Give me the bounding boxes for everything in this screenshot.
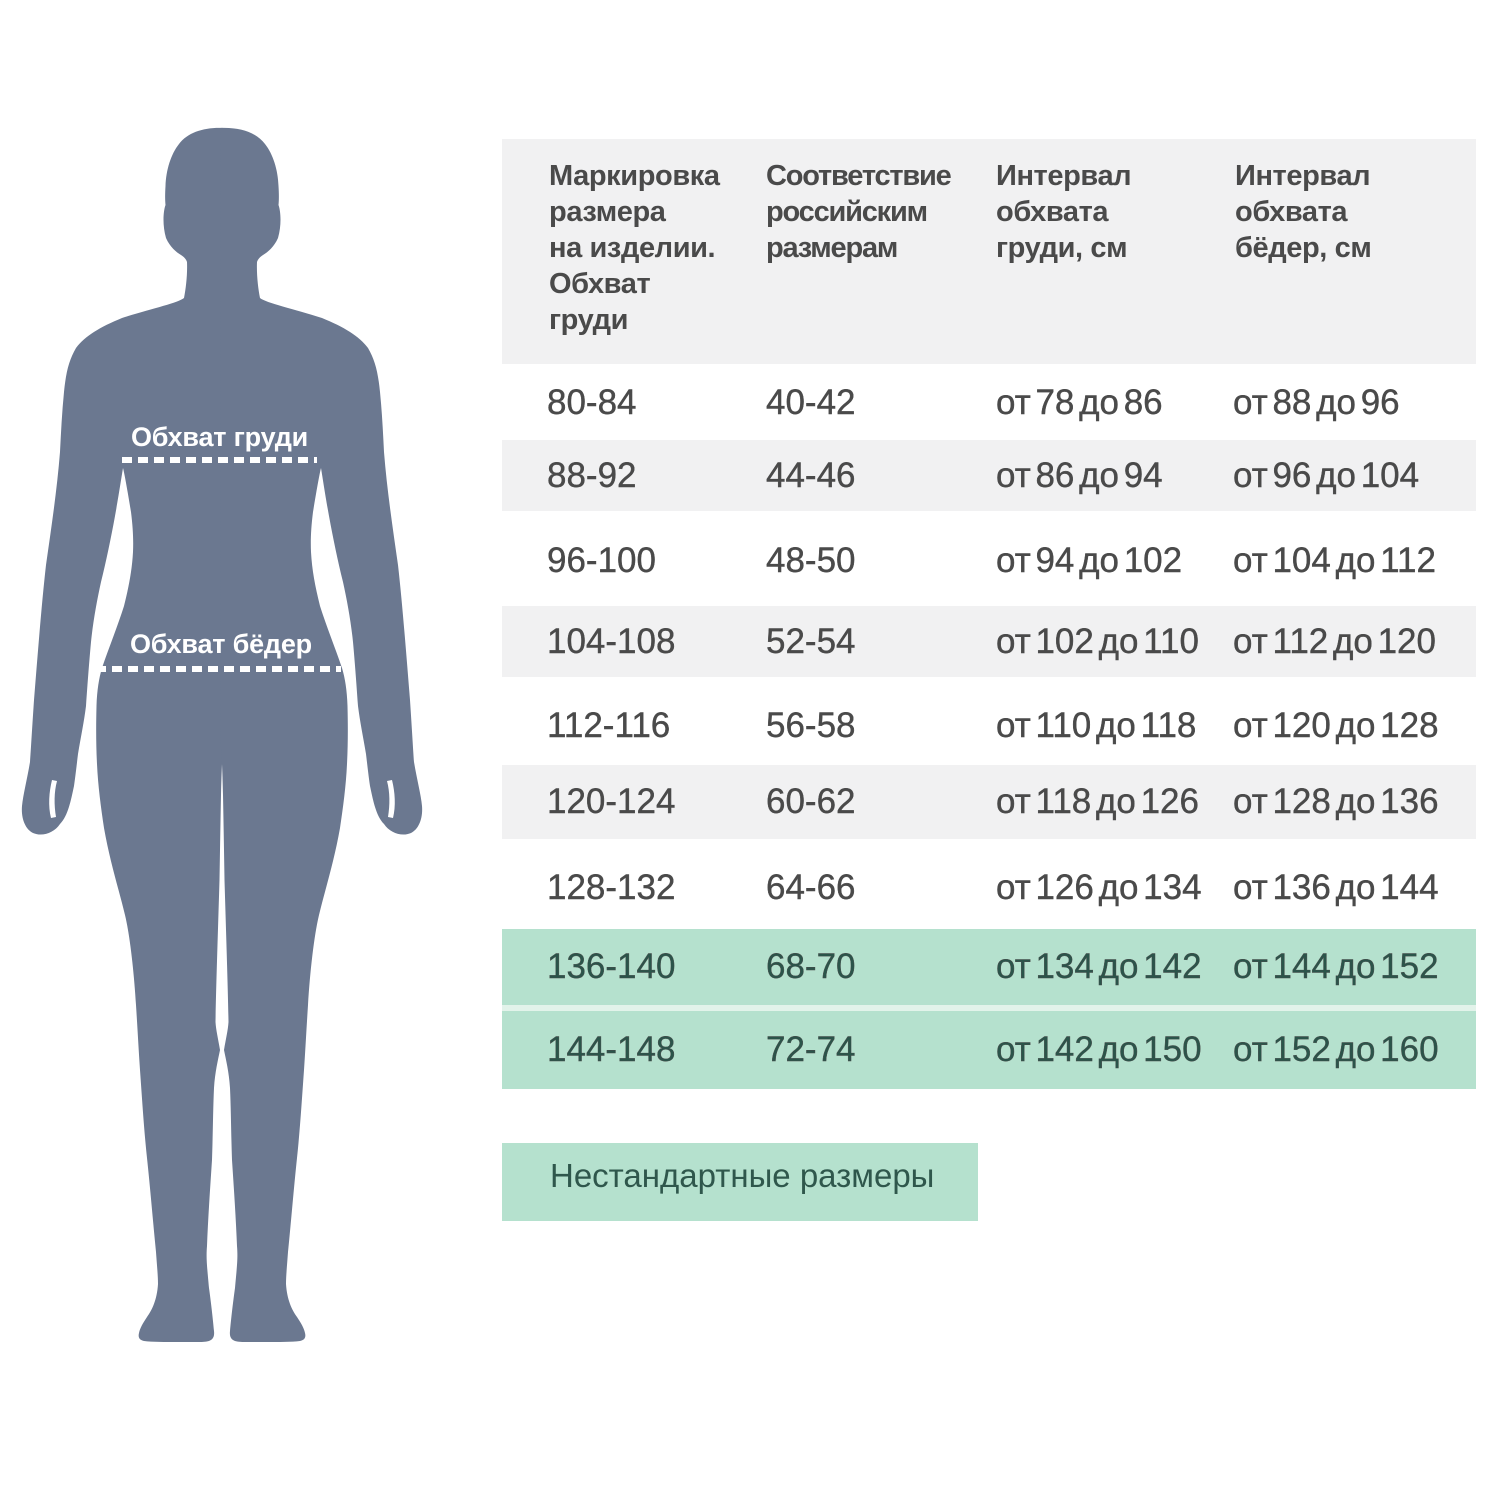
svg-text:Обхват груди: Обхват груди [131,422,308,452]
svg-text:Обхват бёдер: Обхват бёдер [130,629,312,659]
